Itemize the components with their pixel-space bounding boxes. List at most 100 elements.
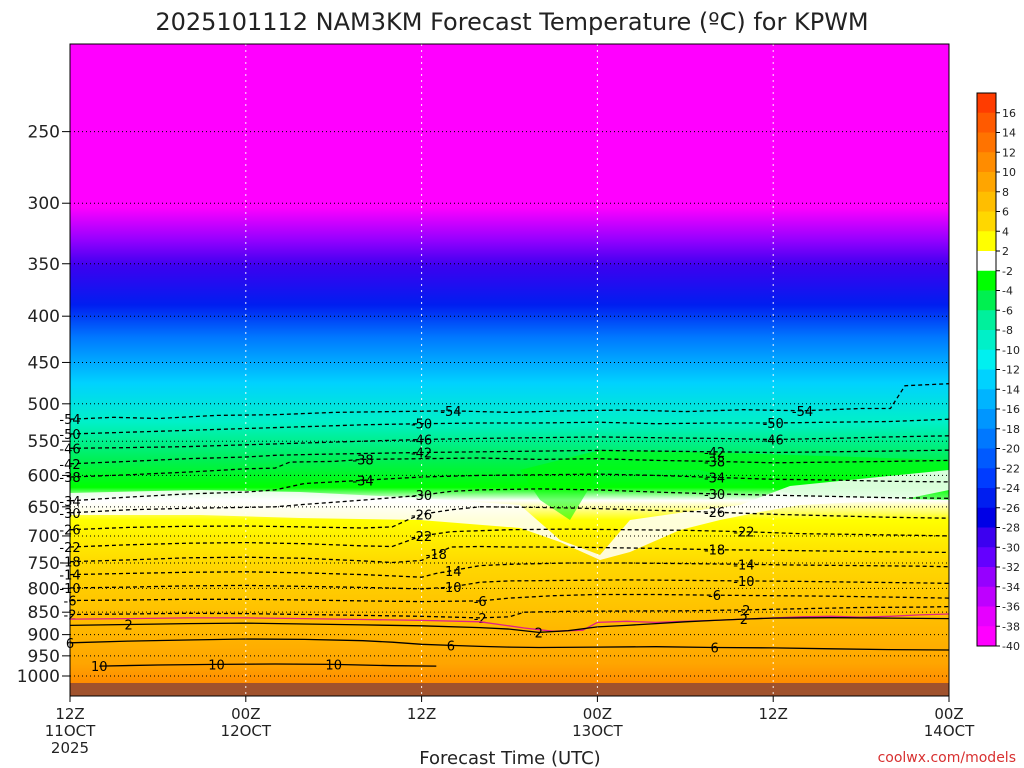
x-tick-label: 12OCT <box>221 722 272 740</box>
plot-area: -54-54 -54-50-50 -50-46-46 -46-42-42 -42-38-… <box>59 43 950 697</box>
colorbar-label: -26 <box>1002 502 1020 515</box>
colorbar-swatch <box>977 547 996 568</box>
contour-label: 2 <box>535 626 543 641</box>
y-tick-label: 1000 <box>17 667 60 687</box>
contour-label: 2 <box>740 613 748 628</box>
colorbar-label: -32 <box>1002 561 1020 574</box>
colorbar-label: -4 <box>1002 285 1013 298</box>
colorbar-label: -8 <box>1002 324 1013 337</box>
y-tick-label: 500 <box>28 395 60 415</box>
contour-line <box>69 562 950 578</box>
y-tick-label: 950 <box>28 647 60 667</box>
contour-line <box>69 605 950 619</box>
colorbar-swatch <box>977 152 996 173</box>
x-tick-label: 2025 <box>51 739 89 757</box>
x-tick-label: 00Z <box>583 705 612 723</box>
contour-label: -2 <box>737 604 750 619</box>
y-tick-label: 300 <box>28 194 60 214</box>
colorbar-label: -6 <box>1002 304 1013 317</box>
chart-title: 2025101112 NAM3KM Forecast Temperature (… <box>155 8 868 36</box>
contour-line <box>69 593 950 603</box>
colorbar-label: -28 <box>1002 522 1020 535</box>
colorbar-label: -12 <box>1002 364 1020 377</box>
contour-label: -6 <box>708 589 721 604</box>
contour-label: -2 <box>474 612 487 627</box>
contour-label: -42 <box>411 446 432 461</box>
contour-label: 10 <box>91 660 108 675</box>
colorbar-label: -18 <box>1002 423 1020 436</box>
colorbar-label: 2 <box>1002 245 1009 258</box>
colorbar-swatch <box>977 211 996 232</box>
colorbar-swatch <box>977 586 996 607</box>
contour-label: -54 <box>440 405 461 420</box>
contour-label: -22 <box>411 530 432 545</box>
contour-label: -18 <box>426 548 447 563</box>
y-tick-label: 750 <box>28 554 60 574</box>
x-tick-label: 12Z <box>55 705 84 723</box>
colorbar-swatch <box>977 567 996 588</box>
x-tick-label: 00Z <box>231 705 260 723</box>
colorbar-swatch <box>977 310 996 331</box>
y-tick-label: 850 <box>28 603 60 623</box>
contour-label: -34 <box>704 471 725 486</box>
contour-label: -42 <box>704 446 725 461</box>
colorbar-swatch <box>977 507 996 528</box>
colorbar-swatch <box>977 527 996 548</box>
contour-label: -34 <box>352 474 373 489</box>
colorbar-label: -22 <box>1002 462 1020 475</box>
contour-label: -10 <box>440 581 461 596</box>
contour-line <box>69 506 950 531</box>
colorbar-label: 6 <box>1002 206 1009 219</box>
time-gridlines <box>245 44 774 696</box>
pressure-gridlines <box>70 131 949 677</box>
colorbar-swatch <box>977 488 996 509</box>
contour-label: 6 <box>447 639 455 654</box>
colorbar-swatch <box>977 448 996 469</box>
contour-line <box>69 449 950 465</box>
contour-line <box>69 528 950 548</box>
white-freezing-band <box>70 470 949 560</box>
contour-line <box>69 617 950 634</box>
colorbar-swatch <box>977 172 996 193</box>
x-tick-label: 13OCT <box>572 722 623 740</box>
colorbar-swatch <box>977 468 996 489</box>
colorbar-swatch <box>977 606 996 627</box>
colorbar-label: -24 <box>1002 482 1020 495</box>
contour-label: -18 <box>704 544 725 559</box>
x-tick-label: 14OCT <box>924 722 975 740</box>
colorbar-swatch <box>977 369 996 390</box>
y-tick-label: 650 <box>28 498 60 518</box>
colorbar-label: 14 <box>1002 127 1016 140</box>
contour-label: -46 <box>763 433 784 448</box>
y-tick-label: 900 <box>28 626 60 646</box>
y-tick-label: 800 <box>28 579 60 599</box>
colorbar-label: -38 <box>1002 620 1020 633</box>
colorbar-swatch <box>977 93 996 114</box>
colorbar-label: -16 <box>1002 403 1020 416</box>
contour-label: 6 <box>710 642 718 657</box>
contour-label: -30 <box>411 489 432 504</box>
contour-label: 2 <box>124 618 132 633</box>
colorbar-label: -36 <box>1002 601 1020 614</box>
y-tick-label: 350 <box>28 255 60 275</box>
contour-label: -38 <box>704 455 725 470</box>
colorbar-label: 4 <box>1002 225 1009 238</box>
contour-label: -50 <box>763 417 784 432</box>
y-tick-label: 450 <box>28 353 60 373</box>
contour-line <box>69 638 950 651</box>
colorbar-swatch <box>977 112 996 133</box>
contour-label: -46 <box>411 433 432 448</box>
contour-line <box>69 473 950 502</box>
contour-line <box>69 579 950 590</box>
contour-line <box>69 457 950 478</box>
colorbar-label: -2 <box>1002 265 1013 278</box>
colorbar-swatch <box>977 428 996 449</box>
contour-line <box>99 663 437 667</box>
colorbar-label: -10 <box>1002 344 1020 357</box>
colorbar-swatch <box>977 191 996 212</box>
colorbar-label: -34 <box>1002 581 1020 594</box>
colorbar-swatch <box>977 330 996 351</box>
contour-label: 10 <box>325 658 342 673</box>
contour-label: -14 <box>733 558 754 573</box>
